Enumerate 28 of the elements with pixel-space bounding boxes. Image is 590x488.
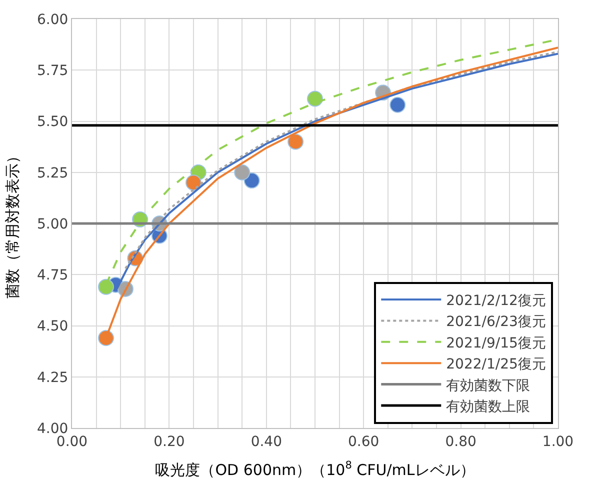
- y-tick-label: 5.50: [37, 114, 68, 130]
- y-tick-label: 6.00: [37, 12, 68, 28]
- legend-label: 有効菌数下限: [446, 378, 530, 394]
- y-axis-title: 菌数（常用対数表示）: [3, 148, 22, 298]
- x-tick-label: 0.80: [445, 434, 476, 450]
- x-tick-label: 0.60: [348, 434, 380, 450]
- point: [288, 134, 304, 150]
- point: [186, 174, 202, 191]
- y-tick-label: 5.75: [37, 63, 68, 80]
- legend-label: 2021/9/15復元: [446, 335, 546, 352]
- point: [98, 330, 114, 346]
- legend-label: 有効菌数上限: [446, 398, 530, 415]
- legend-label: 2021/2/12復元: [446, 292, 546, 309]
- x-axis-title: 吸光度（OD 600nm）（10$^{8}$ CFU/mLレベル）: [155, 460, 475, 479]
- point: [390, 96, 406, 113]
- x-tick-label: 0.40: [250, 434, 282, 450]
- legend-label: 2021/6/23復元: [446, 314, 546, 330]
- legend-label: 2022/1/25復元: [446, 356, 546, 373]
- y-tick-label: 5.25: [37, 165, 68, 182]
- x-tick-label: 1.00: [542, 434, 574, 450]
- y-tick-label: 4.50: [37, 318, 68, 335]
- x-tick-label: 0.20: [154, 434, 185, 450]
- point: [98, 278, 114, 295]
- point: [307, 90, 323, 107]
- point: [234, 164, 250, 180]
- y-tick-label: 5.00: [37, 216, 68, 232]
- y-tick-label: 4.25: [37, 370, 68, 386]
- y-tick-label: 4.75: [37, 268, 68, 284]
